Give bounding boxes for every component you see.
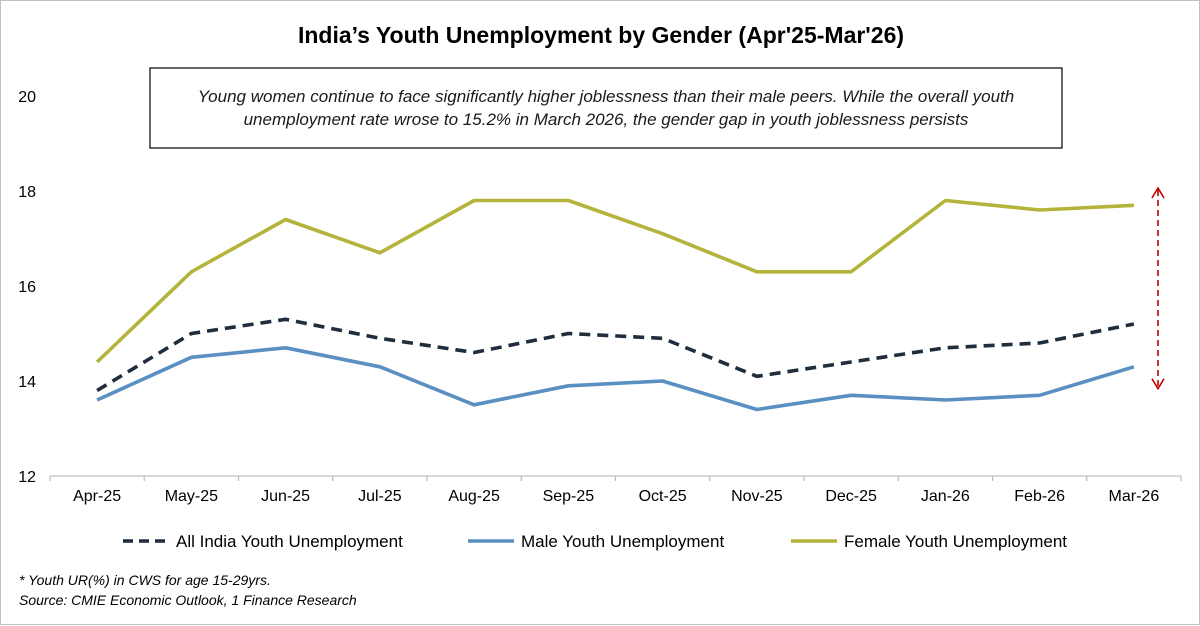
x-tick-label: Sep-25	[543, 488, 595, 505]
x-tick-label: Jul-25	[358, 488, 402, 505]
chart-title: India’s Youth Unemployment by Gender (Ap…	[298, 22, 904, 48]
annotation-line-1: Young women continue to face significant…	[198, 87, 1014, 106]
x-tick-label: Nov-25	[731, 488, 783, 505]
gap-arrow	[1151, 186, 1165, 391]
legend-label: Female Youth Unemployment	[844, 532, 1067, 551]
gap-arrow-head-top	[1151, 186, 1165, 199]
x-tick-label: Jun-25	[261, 488, 310, 505]
x-tick-label: Aug-25	[448, 488, 500, 505]
series-line-all-india-youth-unemployment	[96, 317, 1135, 393]
legend: All India Youth Unemployment Male Youth U…	[123, 532, 1067, 551]
y-tick-label: 20	[18, 89, 36, 106]
x-tick-label: Apr-25	[73, 488, 121, 505]
x-tick-label: Feb-26	[1014, 488, 1065, 505]
x-axis: Apr-25 May-25 Jun-25 Jul-25 Aug-25 Sep-25 Oct-…	[49, 475, 1182, 505]
x-tick-label: Dec-25	[825, 488, 877, 505]
annotation-line-2: unemployment rate wrose to 15.2% in Marc…	[244, 110, 969, 129]
legend-label: All India Youth Unemployment	[176, 532, 403, 551]
y-tick-label: 12	[18, 469, 36, 486]
y-tick-label: 16	[18, 279, 36, 296]
x-tick-label: Oct-25	[639, 488, 687, 505]
y-tick-label: 14	[18, 374, 36, 391]
gap-arrow-head-bottom	[1151, 378, 1165, 391]
y-tick-label: 18	[18, 184, 36, 201]
x-tick-label: May-25	[165, 488, 218, 505]
x-tick-label: Mar-26	[1109, 488, 1160, 505]
annotation-border	[149, 67, 1063, 149]
y-axis: 12 14 16 18 20	[18, 89, 36, 486]
x-tick-label: Jan-26	[921, 488, 970, 505]
series-line-female-youth-unemployment	[95, 198, 1134, 364]
footnote-youth-ur: * Youth UR(%) in CWS for age 15-29yrs.	[19, 572, 271, 588]
legend-label: Male Youth Unemployment	[521, 532, 724, 551]
plot-lines	[95, 198, 1135, 412]
series-line-male-youth-unemployment	[96, 345, 1135, 412]
footnote-source: Source: CMIE Economic Outlook, 1 Finance…	[19, 592, 357, 608]
annotation-box: Young women continue to face significant…	[149, 67, 1063, 149]
